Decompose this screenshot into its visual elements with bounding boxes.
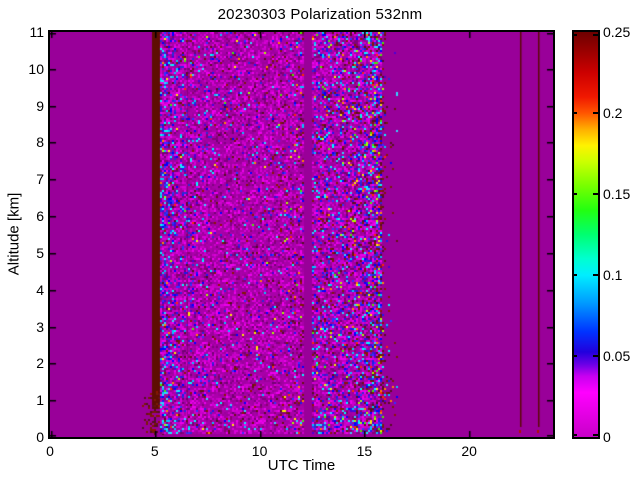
- y-tick-label: 9: [36, 97, 44, 114]
- y-tick-label: 6: [36, 208, 44, 225]
- colorbar-tick: [593, 112, 598, 114]
- colorbar-tick: [572, 34, 577, 36]
- colorbar-tick: [593, 274, 598, 276]
- colorbar-tick: [593, 355, 598, 357]
- y-axis-label: Altitude [km]: [5, 192, 23, 276]
- y-tick-label: 3: [36, 318, 44, 335]
- y-tick-label: 4: [36, 281, 44, 298]
- y-tick-label: 0: [36, 429, 44, 445]
- x-axis-label: UTC Time: [267, 457, 336, 474]
- colorbar: [572, 30, 600, 439]
- colorbar-tick: [593, 34, 598, 36]
- x-tick-label: 5: [150, 443, 159, 459]
- x-tick-label: 15: [356, 443, 373, 459]
- colorbar-label: 0.05: [603, 348, 631, 364]
- heatmap-canvas: [50, 32, 553, 437]
- colorbar-label: 0.15: [603, 186, 631, 202]
- colorbar-label: 0.2: [603, 105, 623, 121]
- plot-frame: [48, 30, 555, 439]
- colorbar-label: 0: [603, 429, 611, 445]
- y-tick-label: 8: [36, 134, 44, 151]
- colorbar-tick: [593, 193, 598, 195]
- y-tick-label: 10: [28, 60, 44, 77]
- colorbar-tick: [572, 434, 577, 436]
- y-tick-label: 11: [29, 24, 44, 40]
- colorbar-tick: [593, 434, 598, 436]
- x-tick-label: 0: [46, 443, 54, 459]
- colorbar-tick: [572, 112, 577, 114]
- plot-title: 20230303 Polarization 532nm: [217, 6, 423, 23]
- colorbar-tick: [572, 355, 577, 357]
- colorbar-label: 0.25: [603, 24, 631, 40]
- colorbar-tick: [572, 274, 577, 276]
- colorbar-tick: [572, 193, 577, 195]
- x-tick-label: 10: [251, 443, 268, 459]
- x-tick-label: 20: [461, 443, 477, 459]
- y-tick-label: 5: [36, 244, 44, 261]
- y-tick-label: 2: [36, 355, 44, 372]
- colorbar-label: 0.1: [603, 267, 623, 283]
- y-tick-label: 1: [36, 392, 44, 409]
- y-tick-label: 7: [36, 171, 44, 188]
